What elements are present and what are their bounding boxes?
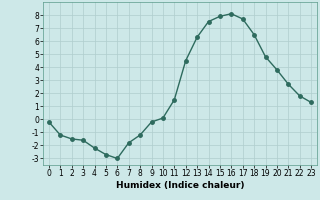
X-axis label: Humidex (Indice chaleur): Humidex (Indice chaleur) <box>116 181 244 190</box>
